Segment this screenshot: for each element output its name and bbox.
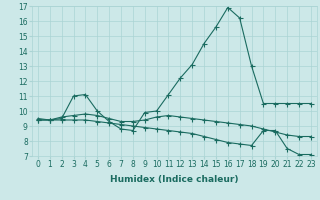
X-axis label: Humidex (Indice chaleur): Humidex (Indice chaleur)	[110, 175, 239, 184]
